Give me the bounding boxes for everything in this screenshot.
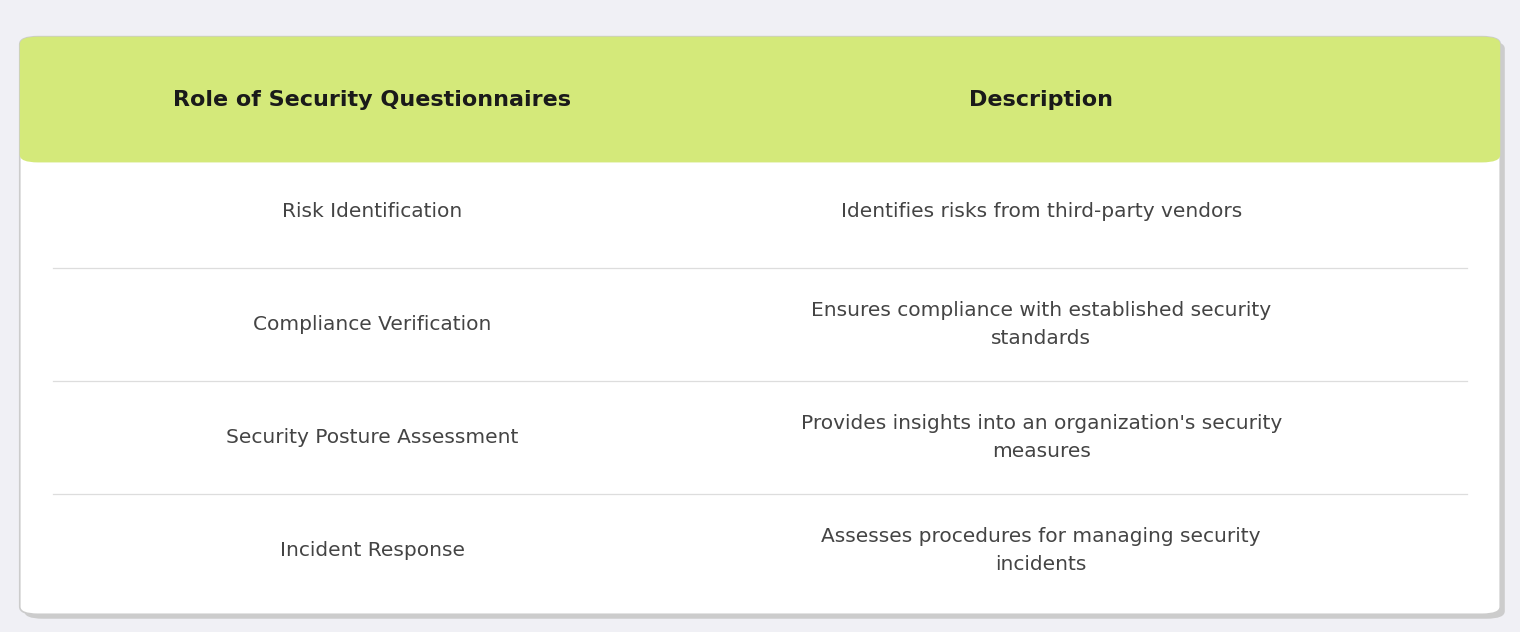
Polygon shape: [38, 99, 1482, 155]
Text: Provides insights into an organization's security
measures: Provides insights into an organization's…: [801, 414, 1281, 461]
FancyBboxPatch shape: [20, 37, 1500, 162]
Text: Risk Identification: Risk Identification: [283, 202, 462, 221]
FancyBboxPatch shape: [20, 37, 1500, 614]
Text: Identifies risks from third-party vendors: Identifies risks from third-party vendor…: [841, 202, 1242, 221]
Text: Ensures compliance with established security
standards: Ensures compliance with established secu…: [812, 301, 1271, 348]
Text: Description: Description: [970, 90, 1113, 109]
Text: Security Posture Assessment: Security Posture Assessment: [226, 428, 518, 447]
Text: Assesses procedures for managing security
incidents: Assesses procedures for managing securit…: [821, 526, 1262, 574]
Text: Role of Security Questionnaires: Role of Security Questionnaires: [173, 90, 572, 109]
Text: Compliance Verification: Compliance Verification: [254, 315, 491, 334]
Text: Incident Response: Incident Response: [280, 541, 465, 560]
FancyBboxPatch shape: [24, 41, 1505, 619]
